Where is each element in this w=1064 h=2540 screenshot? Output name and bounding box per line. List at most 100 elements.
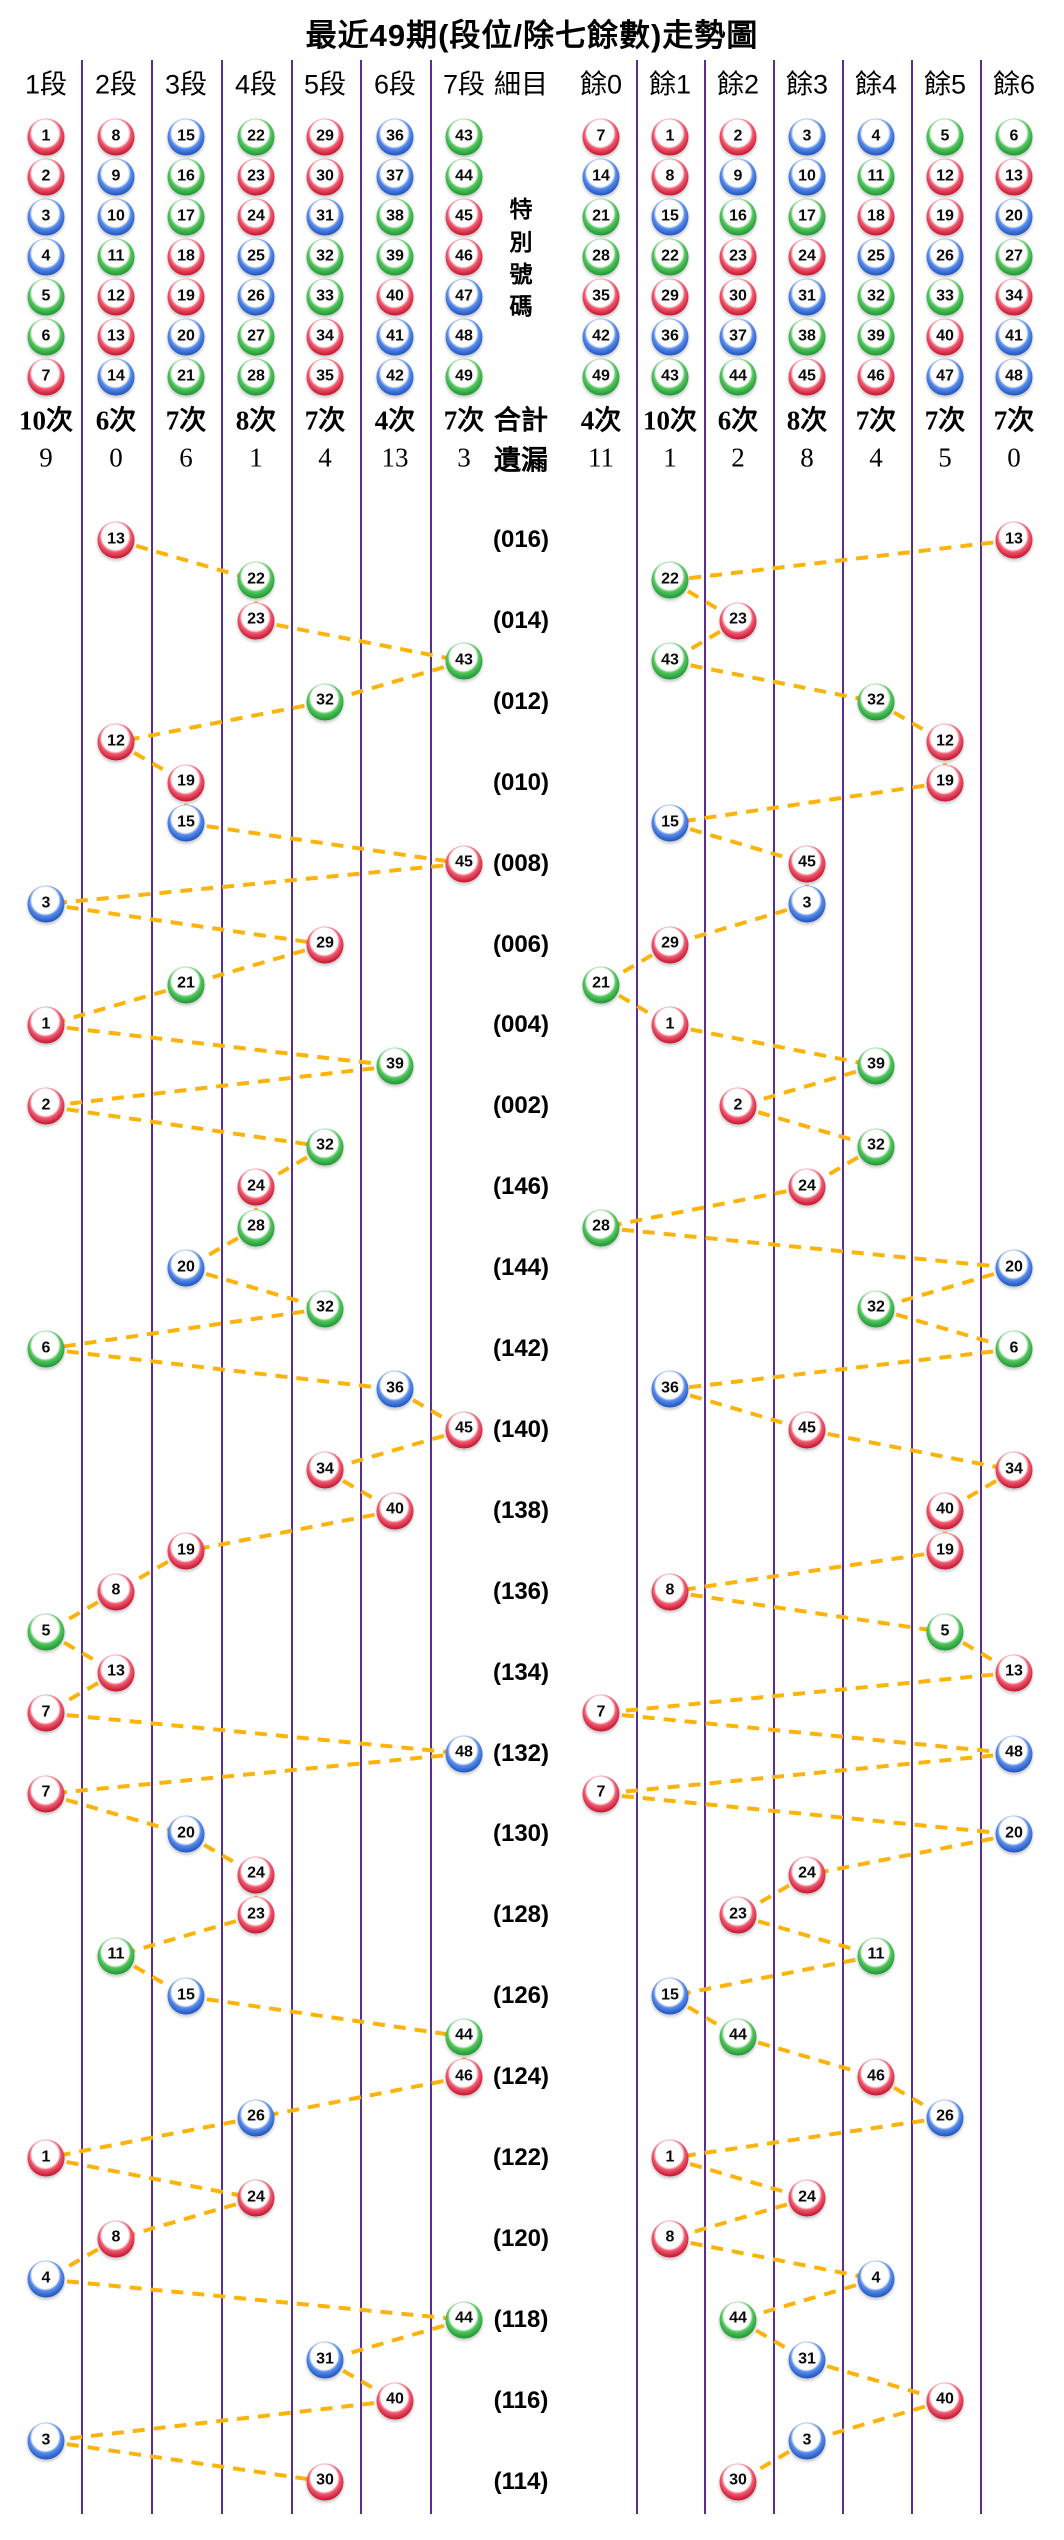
ball-number: 49 xyxy=(592,367,610,384)
period-label: (122) xyxy=(492,2144,550,2171)
trend-ball-segment: 24 xyxy=(237,2179,275,2217)
legend-ball: 13 xyxy=(995,158,1033,196)
legend-ball: 5 xyxy=(27,278,65,316)
ball-number: 39 xyxy=(867,327,885,344)
legend-ball: 41 xyxy=(995,318,1033,356)
ball-number: 12 xyxy=(936,167,954,184)
special-number-label-char: 號 xyxy=(509,262,533,287)
legend-ball: 48 xyxy=(995,358,1033,396)
legend-ball: 25 xyxy=(857,238,895,276)
column-header-detail: 細目 xyxy=(494,69,548,100)
period-label: (014) xyxy=(492,606,550,634)
ball-number: 21 xyxy=(177,367,195,384)
ball-number: 3 xyxy=(41,2431,51,2449)
missing-count-cell: 1 xyxy=(249,442,263,473)
trend-ball-remainder: 29 xyxy=(651,926,689,963)
legend-ball: 45 xyxy=(788,358,826,396)
special-number-label-char: 碼 xyxy=(509,294,533,319)
period-label: (138) xyxy=(492,1496,550,1524)
ball-number: 2 xyxy=(41,1096,51,1114)
legend-ball: 8 xyxy=(651,158,689,196)
column-divider-line xyxy=(704,60,706,2514)
trend-ball-remainder: 12 xyxy=(926,723,964,761)
legend-ball: 37 xyxy=(376,158,414,196)
trend-ball-remainder: 11 xyxy=(857,1937,895,1975)
ball-number: 4 xyxy=(871,127,881,144)
ball-number: 40 xyxy=(386,287,404,304)
ball-number: 15 xyxy=(661,813,679,831)
trend-ball-remainder: 48 xyxy=(995,1735,1033,1772)
ball-number: 42 xyxy=(592,327,610,344)
ball-number: 24 xyxy=(798,247,816,264)
ball-number: 20 xyxy=(177,1258,195,1276)
legend-ball: 13 xyxy=(97,318,135,356)
legend-ball: 14 xyxy=(97,358,135,396)
ball-number: 32 xyxy=(867,691,885,709)
ball-number: 2 xyxy=(733,1096,743,1114)
column-divider-line xyxy=(221,60,223,2514)
ball-number: 49 xyxy=(455,367,473,384)
trend-ball-segment: 12 xyxy=(97,723,135,761)
ball-number: 21 xyxy=(177,974,195,992)
trend-ball-remainder: 28 xyxy=(582,1209,620,1247)
ball-number: 8 xyxy=(111,127,121,144)
legend-ball: 32 xyxy=(306,238,344,276)
column-header-remainder: 餘5 xyxy=(923,69,967,100)
ball-number: 26 xyxy=(936,247,954,264)
ball-number: 20 xyxy=(177,327,195,344)
hit-count-cell: 8次 xyxy=(786,405,828,436)
ball-number: 25 xyxy=(247,247,265,264)
trend-ball-segment: 15 xyxy=(167,1977,205,2015)
legend-ball: 9 xyxy=(97,158,135,196)
trend-ball-remainder: 39 xyxy=(857,1047,895,1085)
legend-ball: 17 xyxy=(788,198,826,236)
ball-number: 40 xyxy=(386,2390,404,2408)
ball-number: 45 xyxy=(798,1419,816,1437)
period-label: (130) xyxy=(492,1820,550,1848)
period-label: (008) xyxy=(492,849,550,877)
trend-ball-segment: 40 xyxy=(376,1492,414,1530)
period-label: (146) xyxy=(492,1173,550,1201)
ball-number: 19 xyxy=(177,287,195,304)
legend-ball: 47 xyxy=(445,278,483,316)
legend-ball: 39 xyxy=(857,318,895,356)
trend-ball-segment: 40 xyxy=(376,2382,414,2420)
trend-ball-remainder: 46 xyxy=(857,2058,895,2096)
ball-number: 40 xyxy=(386,1500,404,1518)
ball-number: 23 xyxy=(247,1905,265,1923)
legend-ball: 18 xyxy=(857,198,895,236)
legend-ball: 15 xyxy=(651,198,689,236)
ball-number: 24 xyxy=(247,2188,265,2206)
legend-ball: 35 xyxy=(306,358,344,396)
legend-ball: 35 xyxy=(582,278,620,316)
ball-number: 39 xyxy=(386,1055,404,1073)
legend-ball: 38 xyxy=(788,318,826,356)
trend-ball-remainder: 40 xyxy=(926,2382,964,2420)
trend-ball-remainder: 30 xyxy=(719,2463,757,2501)
trend-ball-remainder: 22 xyxy=(651,561,689,599)
legend-ball: 49 xyxy=(582,358,620,396)
trend-ball-segment: 13 xyxy=(97,1654,135,1692)
period-label: (006) xyxy=(492,930,550,958)
trend-ball-remainder: 34 xyxy=(995,1451,1033,1489)
legend-ball: 26 xyxy=(926,238,964,276)
trend-ball-segment: 32 xyxy=(306,1128,344,1166)
legend-ball: 4 xyxy=(857,118,895,156)
ball-number: 13 xyxy=(1005,530,1023,547)
ball-number: 9 xyxy=(733,167,743,184)
ball-number: 5 xyxy=(940,127,950,144)
legend-ball: 19 xyxy=(926,198,964,236)
ball-number: 11 xyxy=(107,247,125,264)
ball-number: 26 xyxy=(247,2107,265,2125)
ball-number: 3 xyxy=(41,894,51,912)
ball-number: 27 xyxy=(1005,247,1023,264)
legend-ball: 31 xyxy=(306,198,344,236)
ball-number: 34 xyxy=(316,1460,334,1478)
trend-ball-remainder: 1 xyxy=(651,2139,689,2177)
missing-count-cell: 9 xyxy=(39,442,53,473)
ball-number: 12 xyxy=(107,287,125,304)
ball-number: 40 xyxy=(936,1500,954,1518)
ball-number: 1 xyxy=(665,1015,675,1033)
column-divider-line xyxy=(360,60,362,2514)
ball-number: 5 xyxy=(940,1622,950,1640)
